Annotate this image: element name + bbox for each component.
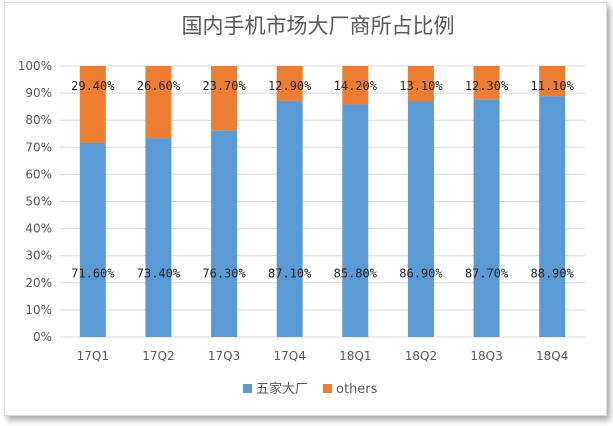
bar-segment-series-1 [145, 138, 172, 337]
bar-segment-series-1 [211, 130, 238, 337]
data-label-series-2: 12.90% [268, 79, 312, 93]
data-label-series-1: 87.10% [268, 266, 312, 280]
bar-segment-series-1 [79, 142, 106, 337]
data-label-series-2: 23.70% [202, 79, 246, 93]
legend-label-series-1: 五家大厂 [256, 381, 308, 397]
x-tick-label: 17Q3 [208, 349, 240, 363]
data-labels: 71.60% 29.40% 73.40% 26.60% 76.30% 23.70% 87.1… [71, 79, 574, 280]
bar-segment-series-1 [539, 96, 566, 338]
data-label-series-1: 87.70% [465, 266, 509, 280]
y-tick-label: 0% [33, 330, 52, 344]
bar-segment-series-1 [342, 104, 369, 338]
data-label-series-1: 71.60% [71, 266, 115, 280]
legend-swatch-series-1 [243, 384, 252, 393]
data-label-series-2: 29.40% [71, 79, 115, 93]
y-tick-label: 90% [25, 86, 52, 100]
bar-segment-series-1 [473, 99, 500, 337]
data-label-series-2: 26.60% [137, 79, 181, 93]
data-label-series-1: 85.80% [334, 266, 378, 280]
x-tick-label: 18Q2 [405, 349, 437, 363]
y-tick-label: 20% [25, 276, 52, 290]
x-tick-label: 18Q3 [470, 349, 502, 363]
bar-segment-series-2 [407, 66, 434, 102]
bar-segment-series-1 [407, 101, 434, 337]
y-tick-label: 10% [25, 303, 52, 317]
x-tick-label: 18Q4 [536, 349, 568, 363]
chart-title: 国内手机市场大厂商所占比例 [182, 14, 455, 38]
x-tick-label: 17Q2 [142, 349, 174, 363]
bar-segment-series-1 [276, 100, 303, 337]
bar-segment-series-2 [342, 66, 369, 105]
data-label-series-2: 12.30% [465, 79, 509, 93]
bar-segment-series-2 [145, 66, 172, 139]
data-label-series-1: 86.90% [399, 266, 443, 280]
bar-segment-series-2 [473, 66, 500, 100]
gridlines [60, 65, 585, 338]
data-label-series-2: 13.10% [399, 79, 443, 93]
x-tick-label: 17Q1 [77, 349, 109, 363]
bars [79, 66, 566, 338]
data-label-series-2: 11.10% [531, 79, 575, 93]
chart-frame: 国内手机市场大厂商所占比例 71.60% 29.40% 73.40% 26.60% 76… [4, 2, 607, 416]
data-label-series-1: 76.30% [202, 266, 246, 280]
legend-swatch-series-2 [323, 384, 332, 393]
y-tick-label: 40% [25, 222, 52, 236]
data-label-series-1: 73.40% [137, 266, 181, 280]
y-tick-label: 60% [25, 167, 52, 181]
bar-segment-series-2 [79, 66, 106, 143]
y-tick-label: 100% [18, 59, 52, 73]
y-tick-label: 50% [25, 195, 52, 209]
legend-label-series-2: others [336, 382, 378, 397]
stacked-bar-chart: 国内手机市场大厂商所占比例 71.60% 29.40% 73.40% 26.60% 76… [18, 14, 585, 397]
y-axis: 0% 10% 20% 30% 40% 50% 60% 70% 80% 90% 100% [18, 59, 52, 344]
bar-segment-series-2 [276, 66, 303, 101]
bar-segment-series-2 [211, 66, 238, 131]
x-tick-label: 17Q4 [274, 349, 306, 363]
bar-segment-series-2 [539, 66, 566, 97]
legend: 五家大厂 others [243, 381, 378, 397]
data-label-series-1: 88.90% [531, 266, 575, 280]
data-label-series-2: 14.20% [334, 79, 378, 93]
y-tick-label: 80% [25, 113, 52, 127]
x-tick-label: 18Q1 [339, 349, 371, 363]
y-tick-label: 30% [25, 249, 52, 263]
y-tick-label: 70% [25, 140, 52, 154]
x-axis: 17Q1 17Q2 17Q3 17Q4 18Q1 18Q2 18Q3 18Q4 [77, 349, 569, 363]
